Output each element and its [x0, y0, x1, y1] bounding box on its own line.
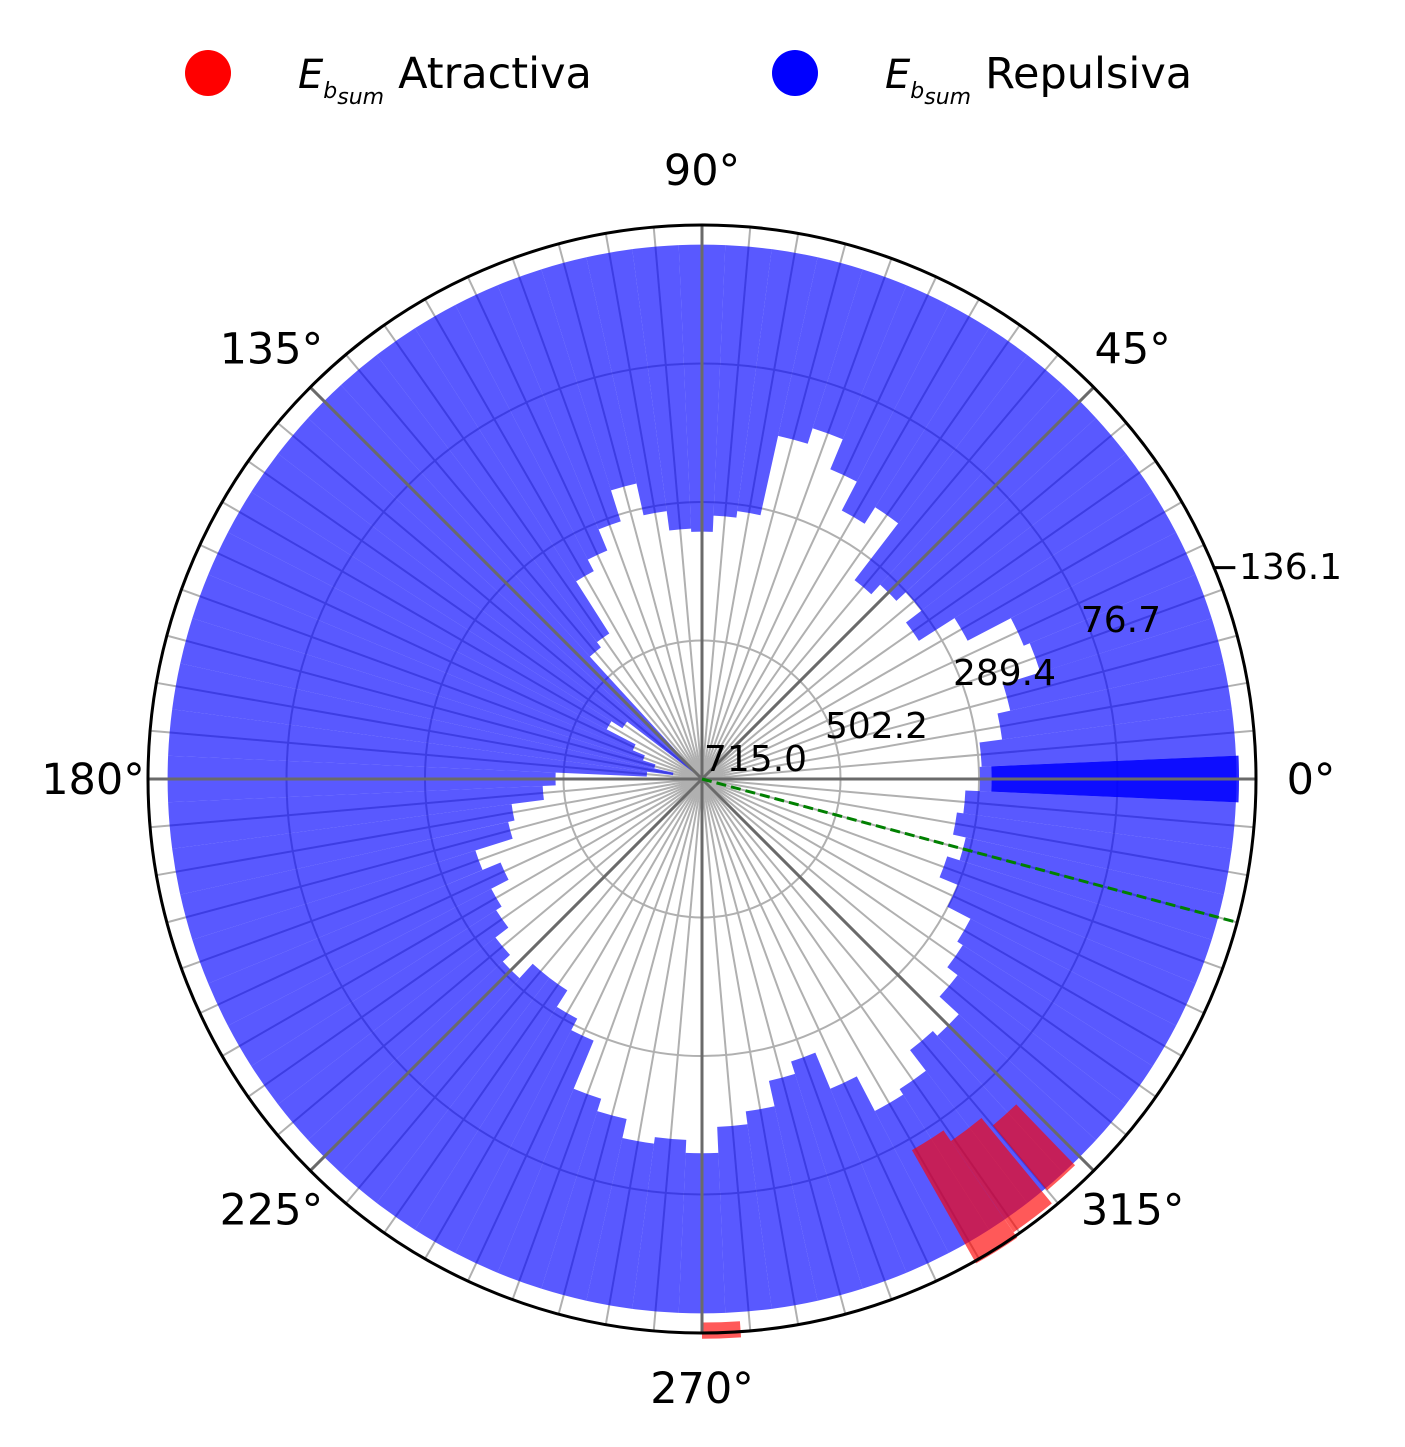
bar: [208, 862, 509, 1026]
bar: [979, 709, 1236, 767]
bar-highlight: [992, 1104, 1076, 1191]
bar: [227, 491, 612, 730]
bar: [737, 249, 818, 516]
bar: [278, 937, 511, 1141]
legend-symbol: E: [298, 52, 324, 98]
bar: [957, 918, 1177, 1067]
bar: [251, 910, 509, 1105]
bar: [953, 812, 1232, 895]
bar: [905, 453, 1153, 641]
legend-marker-atractiva: [185, 50, 231, 96]
bar: [778, 257, 863, 444]
bar: [172, 663, 674, 776]
legend-subsubscript: sum: [337, 85, 384, 110]
bar: [875, 328, 1028, 524]
angle-tick-label: 180°: [41, 755, 145, 805]
legend-label-atractiva: Ebsum Atractiva: [298, 49, 592, 110]
bar: [251, 453, 628, 729]
angle-tick-label: 135°: [220, 324, 324, 374]
bar: [830, 285, 949, 482]
bar: [180, 618, 656, 769]
bar: [1003, 618, 1224, 711]
bar: [168, 785, 544, 849]
radial-tick-label: 502.2: [825, 706, 928, 747]
angle-tick-label: 90°: [664, 146, 740, 196]
bar: [791, 1052, 907, 1289]
major-axis-line: [309, 386, 704, 781]
bar: [497, 269, 621, 530]
angle-tick-label: 45°: [1095, 324, 1171, 374]
angle-tick-label: 315°: [1081, 1186, 1185, 1236]
plot-area: 0° 45° 90° 135° 180° 225° 270° 315° 715.0 502.2 28…: [41, 146, 1342, 1414]
bar: [192, 574, 645, 761]
bar: [180, 821, 513, 940]
legend-label-repulsiva: Ebsum Repulsiva: [885, 49, 1192, 110]
bar: [1029, 574, 1212, 673]
bar: [340, 355, 601, 657]
bar: [414, 304, 594, 582]
bar: [997, 663, 1232, 740]
bar: [541, 257, 637, 491]
bar-highlight: [950, 1118, 1052, 1233]
legend-subsubscript: sum: [924, 85, 971, 110]
radial-tick-label: 76.7: [1081, 600, 1161, 641]
major-axis-line: [309, 777, 704, 1172]
major-axis-line: [700, 386, 1095, 781]
reference-line: [701, 777, 1238, 924]
bar: [939, 856, 1212, 984]
bar: [414, 1006, 578, 1254]
bar: [717, 1124, 772, 1313]
bar: [586, 1138, 654, 1309]
legend-subscript: b: [323, 79, 337, 104]
bar: [278, 417, 695, 774]
bar: [963, 790, 1236, 849]
bar: [854, 355, 1064, 595]
bar: [376, 328, 610, 643]
radial-tick-label: 715.0: [704, 739, 807, 780]
bar: [168, 709, 648, 777]
legend-text: Atractiva: [398, 49, 592, 99]
bar: [830, 1076, 949, 1273]
legend-text: Repulsiva: [985, 49, 1192, 99]
bar-highlight: [702, 1321, 742, 1339]
bar: [632, 1137, 687, 1313]
bar: [947, 884, 1196, 1026]
legend-symbol: E: [885, 52, 911, 98]
legend-subscript: b: [910, 79, 924, 104]
radial-tick-label: −136.1: [1209, 547, 1342, 588]
bar: [227, 888, 502, 1067]
angle-tick-label: 270°: [650, 1364, 754, 1414]
bar: [208, 532, 636, 751]
bar: [376, 977, 568, 1230]
bar: [455, 1030, 594, 1273]
bar: [905, 417, 1126, 611]
bar: [713, 245, 772, 518]
bar-highlight: [911, 1130, 1018, 1264]
bar: [939, 975, 1126, 1141]
bar: [954, 491, 1177, 641]
bar: [497, 1088, 602, 1289]
angle-tick-label: 0°: [1287, 755, 1336, 805]
bar: [768, 1073, 863, 1301]
angle-tick-label: 225°: [220, 1186, 324, 1236]
bar: [340, 963, 550, 1203]
major-axis-line: [700, 777, 1095, 1172]
polar-frame: [146, 223, 1258, 1335]
legend: Ebsum Atractiva Ebsum Repulsiva: [185, 49, 1192, 110]
radial-tick-label: 289.4: [953, 653, 1056, 694]
legend-marker-repulsiva: [772, 50, 818, 96]
bar: [745, 1106, 818, 1309]
bar: [947, 945, 1153, 1105]
bar: [1010, 532, 1196, 646]
bar: [541, 1111, 627, 1301]
bar: [959, 837, 1224, 940]
bar: [172, 804, 515, 895]
bar: [841, 304, 990, 524]
bar: [586, 249, 667, 516]
bar: [812, 269, 907, 440]
bar: [632, 245, 692, 531]
bar: [455, 285, 608, 560]
bar: [192, 850, 483, 984]
